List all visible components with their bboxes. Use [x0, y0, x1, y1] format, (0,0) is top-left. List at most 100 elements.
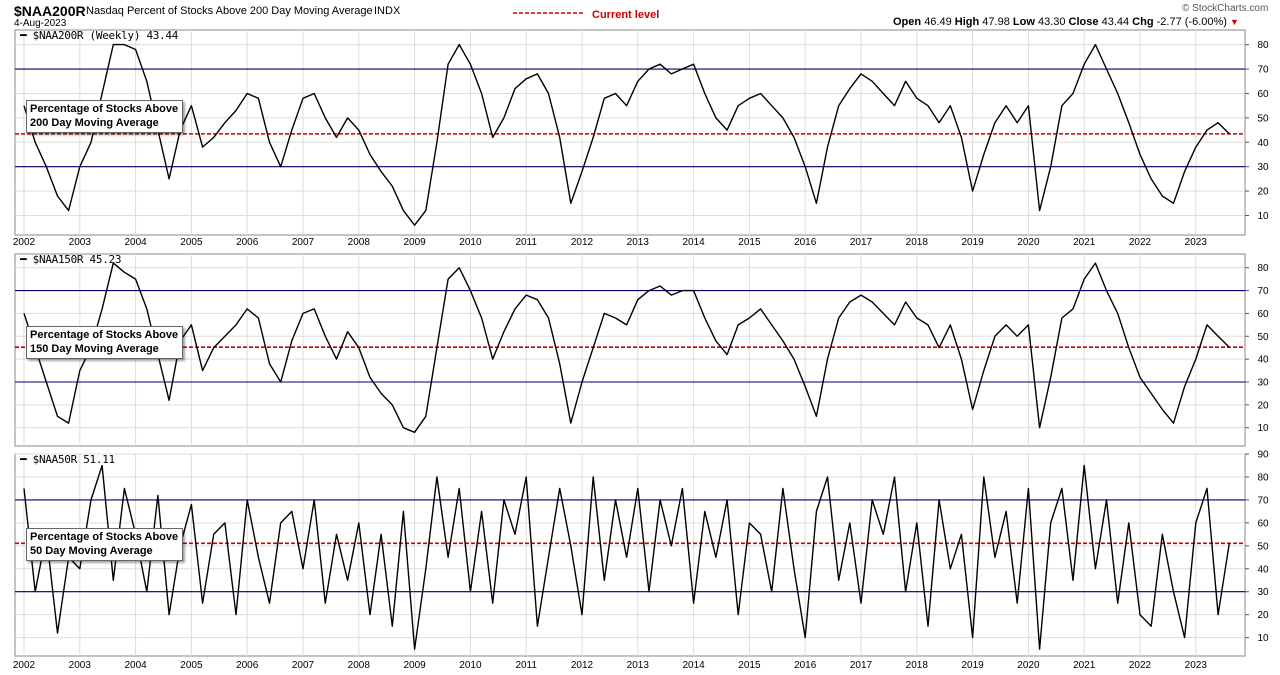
- panel-frame: [14, 29, 1246, 236]
- x-tick-label: 2023: [1185, 660, 1208, 671]
- chart-date: 4-Aug-2023: [14, 18, 67, 29]
- x-tick-label: 2015: [738, 237, 761, 248]
- x-tick-label: 2016: [794, 237, 817, 248]
- y-tick-label: 30: [1257, 587, 1269, 598]
- x-tick-label: 2002: [13, 660, 36, 671]
- chg-value: -2.77 (-6.00%): [1156, 16, 1227, 28]
- x-tick-label: 2008: [348, 237, 371, 248]
- y-tick-label: 10: [1257, 423, 1269, 434]
- legend-line-swatch: ━: [20, 453, 33, 466]
- chg-down-arrow-icon: ▼: [1230, 17, 1239, 27]
- close-label: Close: [1068, 16, 1099, 28]
- panel-legend-text: $NAA150R 45.23: [32, 253, 122, 266]
- series-line: [23, 464, 1230, 650]
- x-tick-label: 2003: [69, 660, 92, 671]
- y-tick-label: 20: [1257, 610, 1269, 621]
- y-tick-label: 50: [1257, 332, 1269, 343]
- high-label: High: [954, 16, 980, 28]
- y-tick-label: 10: [1257, 633, 1269, 644]
- x-tick-label: 2021: [1073, 237, 1096, 248]
- legend-line-swatch: ━: [20, 29, 33, 42]
- chart-description: Nasdaq Percent of Stocks Above 200 Day M…: [86, 5, 373, 17]
- panel-legend-text: $NAA50R 51.11: [32, 453, 116, 466]
- x-tick-label: 2020: [1017, 660, 1040, 671]
- current-level-legend-label: Current level: [592, 9, 660, 21]
- y-tick-label: 40: [1257, 564, 1269, 575]
- y-tick-label: 40: [1257, 355, 1269, 366]
- low-value: 43.30: [1037, 16, 1066, 28]
- x-tick-label: 2006: [236, 660, 259, 671]
- x-tick-label: 2012: [571, 660, 594, 671]
- y-tick-label: 30: [1257, 378, 1269, 389]
- y-tick-label: 90: [1257, 450, 1269, 461]
- y-tick-label: 50: [1257, 541, 1269, 552]
- annotation-box: Percentage of Stocks Above 150 Day Moving…: [26, 326, 184, 359]
- x-tick-label: 2009: [403, 660, 426, 671]
- y-tick-label: 10: [1257, 211, 1269, 222]
- y-tick-label: 60: [1257, 89, 1269, 100]
- y-tick-label: 60: [1257, 518, 1269, 529]
- x-tick-label: 2007: [292, 660, 315, 671]
- x-tick-label: 2022: [1129, 237, 1152, 248]
- x-tick-label: 2019: [961, 660, 984, 671]
- x-tick-label: 2007: [292, 237, 315, 248]
- x-tick-label: 2003: [69, 237, 92, 248]
- panel-frame: [14, 253, 1246, 447]
- high-value: 47.98: [982, 16, 1010, 28]
- annotation-line: 50 Day Moving Average: [30, 545, 153, 557]
- y-tick-label: 80: [1257, 263, 1269, 274]
- open-label: Open: [893, 16, 922, 28]
- chart-panel-1: 10 20 30 40 50 60 70 80 2002 2003 2004 2005 2006 2007…: [13, 29, 1269, 248]
- annotation-line: 200 Day Moving Average: [30, 117, 159, 129]
- y-tick-label: 20: [1257, 400, 1269, 411]
- chart-panel-2: 10 20 30 40 50 60 70 80: [14, 253, 1269, 447]
- x-tick-label: 2018: [906, 660, 929, 671]
- x-tick-label: 2017: [850, 237, 873, 248]
- annotation-line: Percentage of Stocks Above: [30, 531, 179, 543]
- panel-legend-label: ━ $NAA150R 45.23: [20, 253, 121, 266]
- series-line: [23, 262, 1230, 433]
- y-tick-label: 70: [1257, 65, 1269, 76]
- y-tick-label: 20: [1257, 187, 1269, 198]
- stockcharts-watermark: © StockCharts.com: [1182, 3, 1269, 14]
- x-tick-label: 2011: [515, 237, 537, 248]
- x-tick-label: 2021: [1073, 660, 1096, 671]
- x-tick-label: 2013: [627, 660, 650, 671]
- annotation-box: Percentage of Stocks Above 200 Day Moving…: [26, 100, 184, 133]
- x-tick-label: 2019: [961, 237, 984, 248]
- panel-legend-label: ━ $NAA50R 51.11: [20, 453, 115, 466]
- x-tick-label: 2014: [682, 660, 705, 671]
- x-tick-label: 2008: [348, 660, 371, 671]
- panel-legend-text: $NAA200R (Weekly) 43.44: [32, 29, 179, 42]
- y-tick-label: 40: [1257, 138, 1269, 149]
- low-label: Low: [1012, 16, 1035, 28]
- x-tick-label: 2011: [515, 660, 537, 671]
- x-tick-label: 2006: [236, 237, 259, 248]
- x-tick-label: 2005: [180, 660, 203, 671]
- y-tick-label: 50: [1257, 113, 1269, 124]
- y-tick-label: 80: [1257, 472, 1269, 483]
- y-tick-label: 70: [1257, 286, 1269, 297]
- open-value: 46.49: [924, 16, 952, 28]
- annotation-line: 150 Day Moving Average: [30, 343, 159, 355]
- x-tick-label: 2005: [180, 237, 203, 248]
- x-tick-label: 2018: [906, 237, 929, 248]
- current-level-legend-swatch: [513, 12, 585, 14]
- panel-legend-label: ━ $NAA200R (Weekly) 43.44: [20, 29, 178, 42]
- y-tick-label: 70: [1257, 495, 1269, 506]
- x-tick-label: 2002: [13, 237, 36, 248]
- x-tick-label: 2010: [459, 237, 482, 248]
- x-tick-label: 2016: [794, 660, 817, 671]
- x-tick-label: 2009: [403, 237, 426, 248]
- annotation-line: Percentage of Stocks Above: [30, 103, 179, 115]
- annotation-box: Percentage of Stocks Above 50 Day Moving …: [26, 528, 184, 561]
- x-tick-label: 2013: [627, 237, 650, 248]
- ohlc-readout: Open 46.49 High 47.98 Low 43.30 Close 43…: [893, 16, 1239, 28]
- y-tick-label: 60: [1257, 309, 1269, 320]
- chart-panel-3: 10 20 30 40 50 60 70 80 90 2002 2003 2004 2005 2006 20…: [13, 450, 1269, 672]
- x-tick-label: 2022: [1129, 660, 1152, 671]
- x-tick-label: 2020: [1017, 237, 1040, 248]
- series-line: [23, 43, 1230, 226]
- x-tick-label: 2014: [682, 237, 705, 248]
